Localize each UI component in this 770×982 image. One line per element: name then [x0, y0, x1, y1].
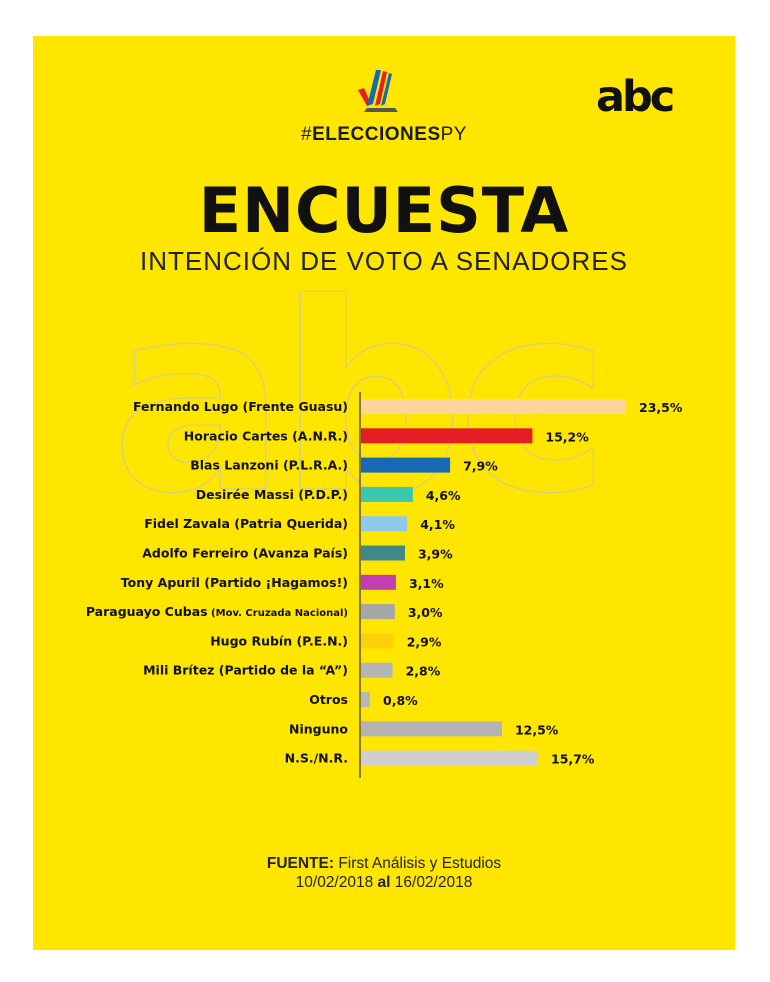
page-subtitle: INTENCIÓN DE VOTO A SENADORES [140, 246, 628, 276]
poster: abc #ELECCIONESPY abc ENCUESTA INTENCIÓN… [33, 36, 735, 950]
source-connector: al [373, 874, 395, 891]
category-label-11: Ninguno [289, 721, 348, 736]
value-label-6: 3,1% [409, 576, 444, 591]
elecciones-check-logo-icon [358, 70, 398, 112]
bar-1 [361, 428, 533, 444]
bar-5 [361, 545, 405, 561]
value-label-11: 12,5% [515, 722, 559, 737]
category-label-5: Adolfo Ferreiro (Avanza País) [142, 546, 348, 561]
source-label: FUENTE: [266, 855, 335, 872]
bar-11 [361, 721, 502, 737]
category-label-9: Mili Brítez (Partido de la “A”) [143, 663, 348, 678]
value-label-12: 15,7% [551, 752, 595, 767]
bar-3 [361, 486, 413, 502]
category-label-0: Fernando Lugo (Frente Guasu) [133, 399, 348, 414]
bar-2 [361, 457, 451, 473]
bar-7 [361, 604, 395, 620]
bar-0 [361, 399, 626, 414]
abc-brand-logo: abc [596, 72, 675, 122]
value-label-8: 2,9% [407, 634, 442, 649]
category-label-1: Horacio Cartes (A.N.R.) [184, 428, 348, 443]
bar-8 [361, 633, 394, 649]
category-label-4: Fidel Zavala (Patria Querida) [144, 516, 348, 531]
value-label-3: 4,6% [426, 488, 461, 503]
bar-10 [361, 692, 371, 707]
bar-12 [361, 750, 539, 766]
value-label-10: 0,8% [383, 693, 418, 708]
hashtag-prefix: # [301, 124, 313, 145]
source-text: First Análisis y Estudios [334, 855, 502, 872]
source-date-from: 10/02/2018 [295, 874, 374, 891]
bar-4 [361, 516, 408, 532]
source-date-to: 16/02/2018 [394, 874, 473, 891]
category-label-7: Paraguayo Cubas (Mov. Cruzada Nacional) [86, 604, 348, 619]
bar-chart: Fernando Lugo (Frente Guasu) 23,5% Horacio… [86, 392, 683, 778]
category-label-3: Desirée Massi (P.D.P.) [196, 487, 348, 502]
value-label-9: 2,8% [406, 664, 441, 679]
bar-6 [361, 574, 396, 590]
category-label-10: Otros [309, 692, 348, 707]
category-label-6: Tony Apuril (Partido ¡Hagamos!) [121, 575, 348, 590]
bar-9 [361, 662, 393, 678]
hashtag-bold: ELECCIONES [312, 124, 441, 145]
value-label-2: 7,9% [463, 459, 498, 474]
value-label-4: 4,1% [420, 517, 455, 532]
source-note: FUENTE: First Análisis y Estudios 10/02/… [33, 854, 735, 892]
page-title: ENCUESTA [198, 174, 570, 247]
value-label-0: 23,5% [639, 400, 683, 415]
hashtag-suffix: PY [440, 124, 467, 145]
value-label-1: 15,2% [545, 429, 589, 444]
category-label-8: Hugo Rubín (P.E.N.) [210, 633, 348, 648]
hashtag: #ELECCIONESPY [33, 124, 735, 146]
category-label-12: N.S./N.R. [285, 751, 348, 766]
value-label-5: 3,9% [418, 547, 453, 562]
value-label-7: 3,0% [408, 605, 443, 620]
category-label-2: Blas Lanzoni (P.L.R.A.) [190, 458, 348, 473]
